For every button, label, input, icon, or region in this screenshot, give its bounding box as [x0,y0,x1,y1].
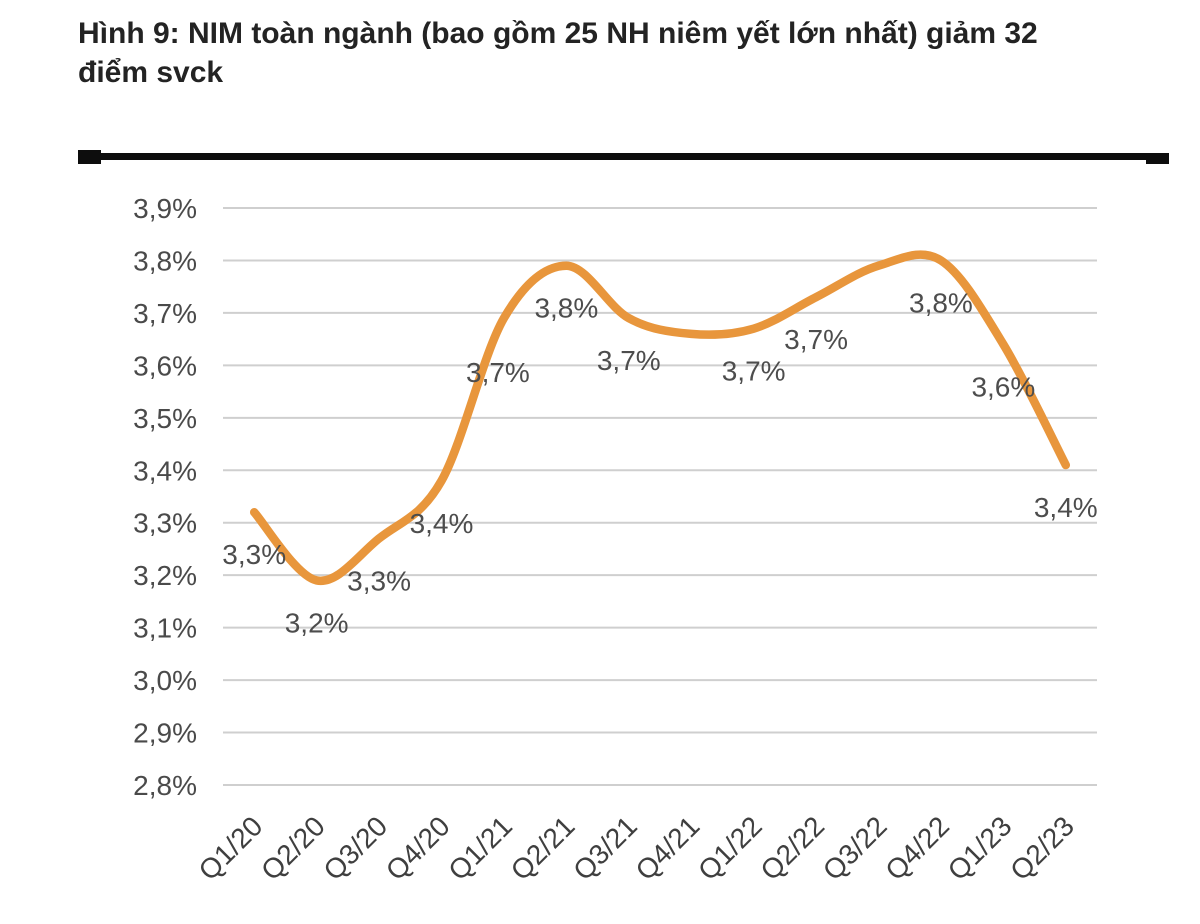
x-axis-tick-label: Q3/22 [817,810,893,886]
data-label: 3,4% [410,508,474,539]
data-label: 3,7% [722,356,786,387]
x-axis-tick-label: Q2/21 [505,810,581,886]
y-axis-tick-label: 3,7% [133,298,197,329]
x-axis-tick-label: Q4/20 [380,810,456,886]
x-axis-tick-label: Q1/20 [193,810,269,886]
x-axis-tick-label: Q3/21 [567,810,643,886]
x-axis-tick-label: Q1/21 [442,810,518,886]
figure-title-line1: Hình 9: NIM toàn ngành (bao gồm 25 NH ni… [78,17,1038,50]
y-axis-tick-label: 3,1% [133,613,197,644]
data-label: 3,8% [909,287,973,318]
data-label: 3,3% [347,565,411,596]
data-label: 3,4% [1034,492,1098,523]
x-axis-tick-label: Q2/22 [754,810,830,886]
data-label: 3,8% [534,293,598,324]
y-axis-tick-label: 3,3% [133,508,197,539]
x-axis-tick-label: Q4/22 [879,810,955,886]
data-label: 3,7% [784,324,848,355]
y-axis-tick-label: 2,8% [133,770,197,801]
x-axis-tick-label: Q3/20 [317,810,393,886]
x-axis-tick-label: Q4/21 [630,810,706,886]
y-axis-tick-label: 2,9% [133,718,197,749]
data-label: 3,6% [971,371,1035,402]
y-axis-tick-label: 3,5% [133,403,197,434]
figure-title: Hình 9: NIM toàn ngành (bao gồm 25 NH ni… [78,14,1178,92]
x-axis-tick-label: Q2/23 [1004,810,1080,886]
data-label: 3,3% [222,539,286,570]
y-axis-tick-label: 3,8% [133,245,197,276]
y-axis-tick-label: 3,4% [133,455,197,486]
header-rule-right-tab [1146,158,1169,164]
data-label: 3,7% [597,345,661,376]
figure-title-line2: điểm svck [78,56,224,89]
nim-line-series [249,250,1071,586]
y-axis-tick-label: 3,0% [133,665,197,696]
y-axis-tick-label: 3,2% [133,560,197,591]
data-label: 3,7% [466,357,530,388]
data-label: 3,2% [285,607,349,638]
header-rule [78,153,1169,160]
x-axis-tick-label: Q2/20 [255,810,331,886]
x-axis-tick-label: Q1/22 [692,810,768,886]
y-axis-tick-label: 3,9% [133,193,197,224]
y-axis-tick-label: 3,6% [133,350,197,381]
x-axis-tick-label: Q1/23 [942,810,1018,886]
